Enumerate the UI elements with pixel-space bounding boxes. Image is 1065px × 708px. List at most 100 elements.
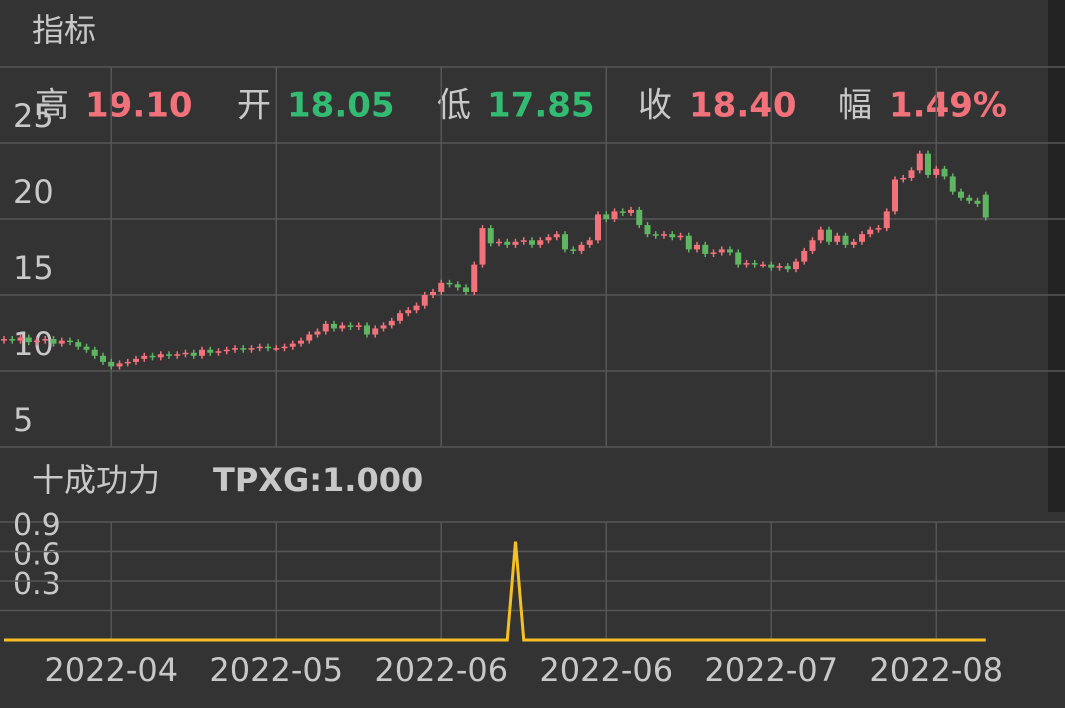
candle-body	[207, 349, 214, 353]
candle-body	[826, 229, 832, 242]
candle-body	[388, 320, 395, 326]
candle-body	[496, 241, 502, 244]
candle-body	[545, 237, 552, 241]
quote-value: 18.05	[287, 86, 395, 126]
candle-body	[487, 228, 494, 244]
candle-body	[776, 266, 783, 268]
candle-body	[289, 343, 296, 347]
candle-body	[644, 225, 651, 235]
candle-body	[232, 348, 238, 350]
candle-body	[141, 355, 148, 359]
candle-body	[298, 340, 304, 344]
quote-label: 高	[35, 86, 69, 126]
candle-body	[908, 170, 915, 178]
candle-body	[595, 214, 601, 241]
candle-body	[463, 287, 469, 292]
candle-body	[273, 348, 280, 350]
candle-body	[537, 240, 544, 245]
y-tick-label: 0.6	[13, 538, 61, 573]
candle-body	[916, 153, 923, 171]
candle-body	[941, 168, 948, 177]
candle-body	[314, 331, 321, 335]
candle-body	[570, 249, 577, 251]
x-tick-label: 2022-06	[374, 651, 508, 689]
candle-body	[430, 291, 436, 295]
x-tick-label: 2022-04	[44, 651, 178, 689]
quote-label: 收	[638, 86, 672, 126]
candle-body	[174, 354, 181, 356]
candle-body	[751, 263, 758, 265]
candle-body	[784, 266, 791, 270]
candle-body	[694, 244, 700, 250]
candle-body	[710, 252, 717, 254]
candle-body	[471, 264, 478, 292]
candle-body	[454, 284, 461, 288]
candle-body	[58, 340, 65, 344]
candle-body	[42, 339, 49, 341]
candle-body	[380, 325, 387, 329]
quote-label: 开	[237, 86, 271, 126]
candle-body	[958, 191, 964, 198]
candle-body	[892, 179, 898, 212]
candle-body	[529, 240, 535, 245]
y-tick-label: 15	[13, 249, 54, 287]
candle-body	[50, 339, 57, 344]
candle-body	[413, 305, 420, 311]
candle-body	[83, 346, 90, 350]
candle-body	[652, 234, 659, 236]
y-tick-label: 25	[13, 97, 54, 135]
candle-body	[900, 177, 907, 180]
candle-body	[578, 244, 585, 251]
candle-body	[190, 352, 197, 356]
candle-body	[67, 340, 73, 343]
candle-body	[504, 241, 511, 245]
candle-body	[421, 295, 428, 306]
candle-body	[124, 361, 131, 364]
candle-body	[933, 168, 940, 175]
y-tick-label: 0.3	[13, 567, 61, 602]
candle-body	[199, 349, 205, 356]
candle-body	[223, 349, 230, 352]
candle-body	[265, 346, 271, 349]
candle-body	[702, 244, 709, 254]
candle-body	[34, 340, 40, 343]
indicator-line	[4, 541, 986, 642]
candle-body	[867, 229, 874, 235]
y-tick-label: 10	[13, 325, 54, 363]
y-tick-label: 5	[13, 401, 33, 439]
candle-body	[974, 200, 981, 204]
candle-body	[372, 328, 379, 335]
indicator-value: TPXG:1.000	[213, 461, 423, 499]
x-tick-label: 2022-07	[704, 651, 838, 689]
indicator-name: 十成功力	[32, 461, 160, 499]
candle-body	[479, 228, 486, 265]
candle-body	[718, 249, 725, 253]
candle-body	[1, 339, 7, 341]
candle-body	[446, 282, 453, 285]
candle-body	[801, 250, 808, 262]
candle-body	[17, 337, 24, 341]
quote-value: 18.40	[689, 86, 797, 126]
candle-body	[735, 252, 742, 265]
candle-body	[355, 325, 362, 327]
candle-body	[322, 323, 329, 332]
candle-body	[9, 339, 16, 341]
candle-body	[768, 264, 775, 268]
candle-body	[793, 261, 799, 270]
candle-body	[875, 228, 882, 230]
candle-body	[339, 325, 346, 329]
candle-body	[817, 229, 824, 241]
y-tick-label: 20	[13, 173, 54, 211]
candle-body	[727, 249, 733, 253]
candle-body	[842, 235, 849, 245]
candle-body	[949, 176, 956, 192]
candle-body	[347, 325, 354, 327]
candle-body	[405, 310, 412, 314]
candle-body	[331, 323, 337, 329]
x-tick-label: 2022-08	[869, 651, 1003, 689]
candle-body	[809, 240, 816, 251]
candle-body	[248, 348, 255, 350]
candle-body	[834, 235, 841, 242]
panel-title: 指标	[32, 11, 96, 49]
